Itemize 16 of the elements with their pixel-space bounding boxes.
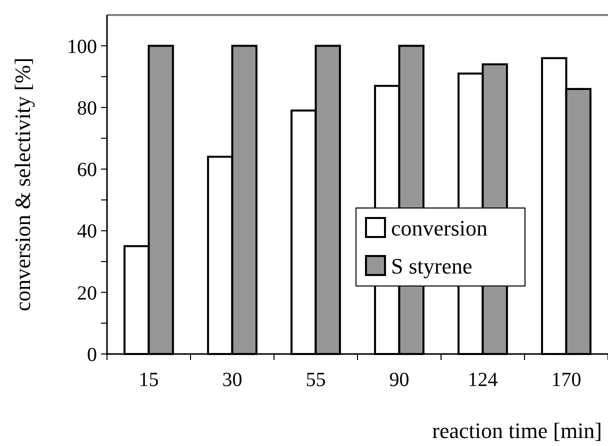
x-tick-label: 170 (551, 369, 582, 391)
y-tick-label: 60 (77, 159, 97, 182)
y-tick-label: 80 (77, 97, 97, 120)
y-tick-label: 0 (87, 344, 97, 366)
y-tick-label: 20 (77, 282, 97, 304)
x-tick-label: 15 (138, 369, 159, 391)
y-tick-label: 100 (67, 36, 97, 58)
x-tick-label: 90 (389, 369, 410, 391)
x-tick-label: 30 (222, 369, 242, 391)
x-axis-title: reaction time [min] (432, 418, 602, 443)
x-tick-label: 124 (468, 369, 498, 391)
legend-label: S styrene (391, 254, 472, 279)
x-tick-label: 55 (306, 369, 326, 391)
legend-label: conversion (391, 216, 488, 241)
y-tick-label: 40 (77, 220, 97, 243)
y-axis-title: conversion & selectivity [%] (10, 58, 35, 312)
